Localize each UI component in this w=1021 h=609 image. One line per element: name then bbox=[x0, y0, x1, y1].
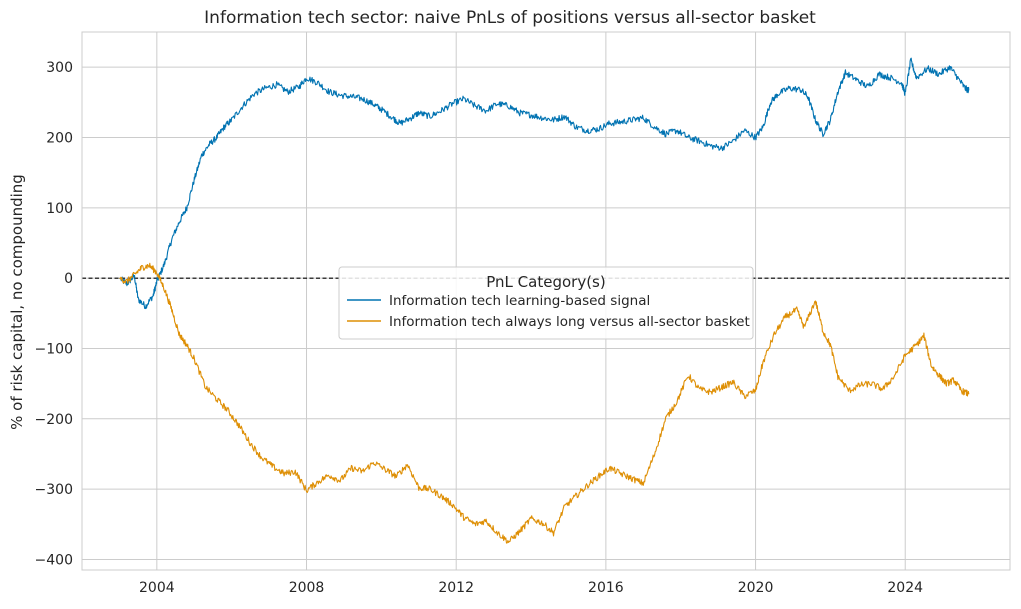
legend: PnL Category(s) Information tech learnin… bbox=[338, 266, 754, 340]
y-tick-label-2: 100 bbox=[46, 201, 73, 217]
y-tick-label-4: −100 bbox=[35, 341, 73, 357]
chart-title: Information tech sector: naive PnLs of p… bbox=[204, 8, 816, 28]
series-lines bbox=[119, 57, 970, 544]
grid-lines bbox=[82, 32, 1010, 570]
plot-frame bbox=[81, 31, 1011, 571]
x-tick-label-2012: 2012 bbox=[438, 580, 474, 596]
y-axis-ticks: 300 200 100 0 −100 −200 −300 −400 bbox=[35, 60, 73, 568]
x-tick-label-2020: 2020 bbox=[738, 580, 774, 596]
legend-box bbox=[338, 266, 754, 340]
y-tick-label-6: −300 bbox=[35, 482, 73, 498]
x-tick-label-2016: 2016 bbox=[588, 580, 624, 596]
series-line-0 bbox=[119, 57, 970, 310]
x-axis-ticks: 2004 2008 2012 2016 2020 2024 bbox=[139, 580, 923, 596]
y-tick-label-5: −200 bbox=[35, 412, 73, 428]
y-tick-label-1: 200 bbox=[46, 130, 73, 146]
series-line-1 bbox=[119, 262, 970, 544]
x-tick-label-2004: 2004 bbox=[139, 580, 175, 596]
legend-entry-always-long: Information tech always long versus all-… bbox=[389, 314, 750, 330]
y-tick-label-3: 0 bbox=[64, 271, 73, 287]
y-tick-label-0: 300 bbox=[46, 60, 73, 76]
y-tick-label-7: −400 bbox=[35, 552, 73, 568]
legend-title: PnL Category(s) bbox=[486, 273, 605, 291]
y-axis-label: % of risk capital, no compounding bbox=[8, 174, 26, 430]
legend-entry-learning-signal: Information tech learning-based signal bbox=[389, 293, 650, 309]
x-tick-label-2008: 2008 bbox=[289, 580, 325, 596]
x-tick-label-2024: 2024 bbox=[887, 580, 923, 596]
